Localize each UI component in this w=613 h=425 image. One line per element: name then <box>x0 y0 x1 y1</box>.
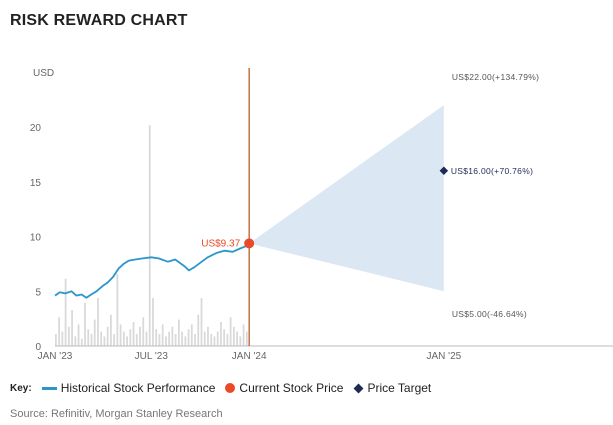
volume-bar <box>226 334 229 346</box>
volume-bar <box>239 336 242 346</box>
y-axis: USD 5 10 15 20 0 <box>30 68 54 353</box>
volume-bar <box>122 331 125 346</box>
current-price-label: US$9.37 <box>201 238 240 249</box>
volume-bar <box>229 317 232 346</box>
volume-bar <box>106 326 109 346</box>
chart-key: Key: Historical Stock Performance Curren… <box>10 380 441 396</box>
volume-bar <box>187 329 190 346</box>
volume-bar <box>80 338 83 346</box>
volume-bar <box>58 317 61 346</box>
volume-bar <box>177 319 180 346</box>
volume-bar <box>113 334 116 346</box>
volume-bar <box>119 324 122 346</box>
volume-bar <box>174 334 177 346</box>
key-item-current-price: Current Stock Price <box>225 381 343 395</box>
key-item-current-price-label: Current Stock Price <box>239 381 344 395</box>
volume-bars <box>55 125 248 346</box>
y-tick-label: 5 <box>35 287 41 298</box>
diamond-icon <box>354 383 364 393</box>
y-axis-label: USD <box>33 68 54 79</box>
volume-bar <box>181 331 183 346</box>
volume-bar <box>139 326 141 346</box>
y-tick-label: 0 <box>35 342 41 353</box>
volume-bar <box>74 336 77 346</box>
volume-bar <box>155 329 158 346</box>
volume-bar <box>161 324 164 346</box>
historical-series <box>54 242 250 299</box>
volume-bar <box>245 331 248 346</box>
bull-case-label: US$22.00(+134.79%) <box>452 72 539 82</box>
x-tick-label: JAN '25 <box>426 351 461 362</box>
volume-bar <box>77 324 80 346</box>
volume-bar <box>216 331 219 346</box>
price-target-label: US$16.00(+70.76%) <box>451 166 533 176</box>
volume-bar <box>184 336 187 346</box>
volume-bar <box>171 326 174 346</box>
y-tick-label: 15 <box>30 178 42 189</box>
volume-bar <box>242 324 245 346</box>
volume-bar <box>97 298 99 346</box>
volume-bar <box>135 334 138 346</box>
volume-bar <box>71 310 73 346</box>
x-axis: JAN '23 JUL '23 JAN '24 JAN '25 <box>38 345 613 362</box>
volume-bar <box>152 298 154 346</box>
volume-bar <box>210 334 213 346</box>
volume-bar <box>90 334 93 346</box>
volume-bar <box>207 326 209 346</box>
y-tick-label: 20 <box>30 123 42 134</box>
range-fill <box>249 105 444 292</box>
volume-bar <box>145 331 148 346</box>
x-tick-label: JUL '23 <box>135 351 169 362</box>
volume-bar <box>100 331 103 346</box>
volume-bar <box>194 334 196 346</box>
key-item-historical: Historical Stock Performance <box>41 381 216 395</box>
chart-markers: US$9.37 US$16.00(+70.76%) US$22.00(+134.79… <box>201 72 539 319</box>
volume-bar <box>129 329 132 346</box>
x-tick-label: JAN '23 <box>38 351 73 362</box>
key-item-price-target: Price Target <box>353 381 431 395</box>
volume-bar <box>203 331 206 346</box>
volume-bar <box>158 334 161 346</box>
volume-bar <box>232 326 235 346</box>
volume-bar <box>61 331 64 346</box>
volume-bar <box>223 329 226 346</box>
volume-bar <box>220 322 222 346</box>
source-note: Source: Refinitiv, Morgan Stanley Resear… <box>10 408 223 420</box>
current-price-dot <box>244 238 255 249</box>
volume-bar <box>197 314 200 346</box>
volume-bar <box>200 298 203 346</box>
volume-bar <box>67 326 70 346</box>
volume-bar <box>148 125 151 346</box>
y-tick-label: 10 <box>30 233 42 244</box>
volume-bar <box>103 336 106 346</box>
volume-bar <box>142 317 145 346</box>
volume-bar <box>132 322 135 346</box>
volume-bar <box>236 331 238 346</box>
volume-bar <box>213 336 216 346</box>
volume-bar <box>126 336 128 346</box>
price-target-diamond <box>439 166 449 176</box>
key-item-price-target-label: Price Target <box>367 381 432 395</box>
volume-bar <box>84 302 86 346</box>
volume-bar <box>165 336 167 346</box>
volume-bar <box>110 314 112 346</box>
risk-reward-chart: USD 5 10 15 20 0 JAN '23 JUL '23 JAN '24 JAN '25… <box>30 68 613 362</box>
line-icon <box>41 386 57 390</box>
bear-case-label: US$5.00(-46.64%) <box>452 309 527 319</box>
key-item-historical-label: Historical Stock Performance <box>60 381 216 395</box>
volume-bar <box>116 274 119 346</box>
volume-bar <box>168 331 171 346</box>
key-label: Key: <box>10 382 32 394</box>
x-tick-label: JAN '24 <box>232 351 267 362</box>
historical-line <box>54 242 250 299</box>
volume-bar <box>87 329 90 346</box>
chart-title: RISK REWARD CHART <box>10 12 188 29</box>
risk-reward-cone <box>248 68 444 346</box>
volume-bar <box>55 334 57 346</box>
volume-bar <box>64 278 67 346</box>
volume-bar <box>93 319 96 346</box>
volume-bar <box>190 324 193 346</box>
dot-icon <box>225 383 236 393</box>
